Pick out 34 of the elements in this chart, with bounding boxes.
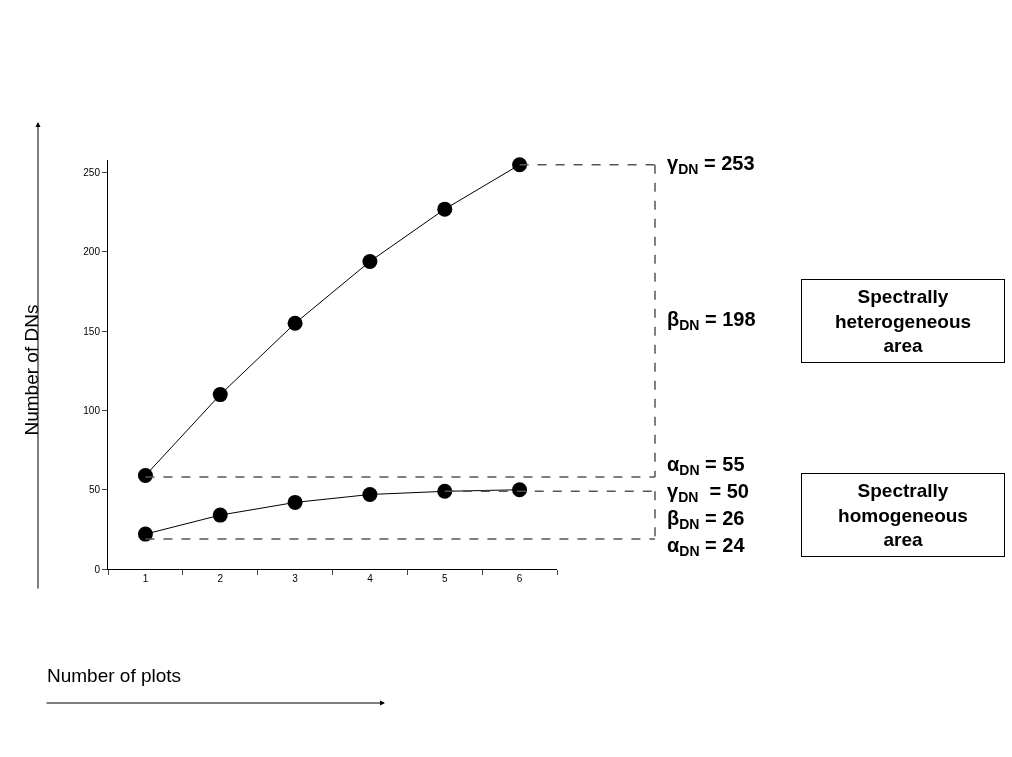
x-axis-title: Number of plots — [47, 665, 182, 686]
x-tick-label: 1 — [142, 573, 149, 584]
point — [212, 387, 228, 403]
x-tick-label: 4 — [367, 573, 374, 584]
text: γ$_{DN}$ = 50 — [667, 480, 749, 506]
point — [362, 253, 378, 269]
point — [512, 482, 528, 498]
point — [362, 486, 378, 502]
y-tick-label: 250 — [83, 167, 101, 179]
y-tick-label: 0 — [94, 563, 101, 575]
point — [512, 157, 528, 173]
point — [437, 483, 453, 499]
point — [287, 315, 303, 331]
text: Spectrally heterogeneous area — [834, 286, 972, 357]
text: γ$_{DN}$ = 253 — [667, 152, 755, 178]
y-tick-label: 50 — [88, 484, 101, 496]
text: Spectrally homogeneous area — [838, 480, 968, 551]
point — [137, 526, 153, 542]
point — [212, 507, 228, 523]
x-tick-label: 6 — [516, 573, 523, 584]
text: α$_{DN}$ = 55 — [667, 453, 745, 479]
text: β$_{DN}$ = 26 — [667, 507, 745, 533]
x-tick-label: 2 — [217, 573, 224, 584]
text: α$_{DN}$ = 24 — [667, 534, 746, 560]
point — [437, 201, 453, 217]
point — [137, 467, 153, 483]
y-tick-label: 150 — [83, 325, 101, 337]
y-tick-label: 100 — [83, 404, 101, 416]
text: β$_{DN}$ = 198 — [667, 308, 756, 334]
x-tick-label: 3 — [292, 573, 299, 584]
y-tick-label: 200 — [83, 246, 101, 258]
y-axis-title: Number of DNs — [20, 304, 42, 436]
x-tick-label: 5 — [441, 573, 448, 584]
point — [287, 494, 303, 510]
